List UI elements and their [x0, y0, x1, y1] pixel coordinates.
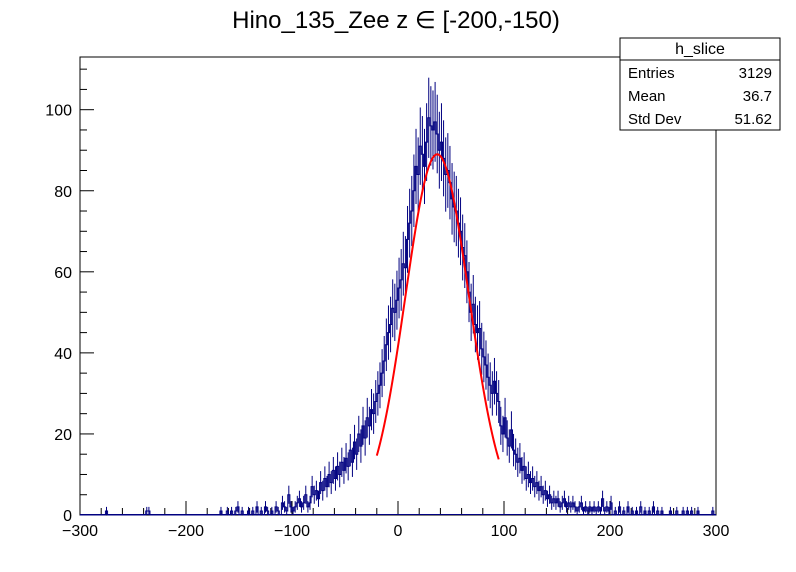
- y-axis: 0 20 40 60 80 100: [45, 68, 94, 525]
- stats-stddev-value: 51.62: [734, 111, 772, 128]
- stats-stddev-label: Std Dev: [628, 111, 682, 128]
- histogram-bins: [80, 77, 716, 516]
- y-tick-label: 60: [54, 265, 72, 282]
- y-tick-label: 40: [54, 346, 72, 363]
- stats-mean-value: 36.7: [743, 88, 772, 105]
- chart-title: Hino_135_Zee z ∈ [-200,-150): [232, 7, 560, 34]
- stats-box-frame: [619, 37, 781, 131]
- x-tick-label: −200: [168, 523, 204, 540]
- x-tick-label: −100: [274, 523, 310, 540]
- y-tick-label: 100: [45, 103, 72, 120]
- stats-box-title: h_slice: [675, 41, 725, 58]
- y-tick-label: 80: [54, 184, 72, 201]
- fit-curve: [375, 153, 500, 460]
- histogram-outline: [80, 117, 716, 516]
- x-axis: −300 −200 −100 0 100 200 300: [62, 501, 729, 540]
- stats-entries-label: Entries: [628, 65, 675, 82]
- x-tick-label: −300: [62, 523, 98, 540]
- stats-box: h_slice Entries 3129 Mean 36.7 Std Dev 5…: [619, 37, 781, 131]
- x-tick-label: 300: [703, 523, 730, 540]
- stats-mean-label: Mean: [628, 88, 666, 105]
- x-tick-label: 200: [597, 523, 624, 540]
- x-tick-label: 100: [491, 523, 518, 540]
- x-tick-label: 0: [394, 523, 403, 540]
- y-tick-label: 20: [54, 427, 72, 444]
- stats-entries-value: 3129: [739, 65, 772, 82]
- y-tick-label: 0: [63, 508, 72, 525]
- gaussian-fit: [375, 153, 500, 460]
